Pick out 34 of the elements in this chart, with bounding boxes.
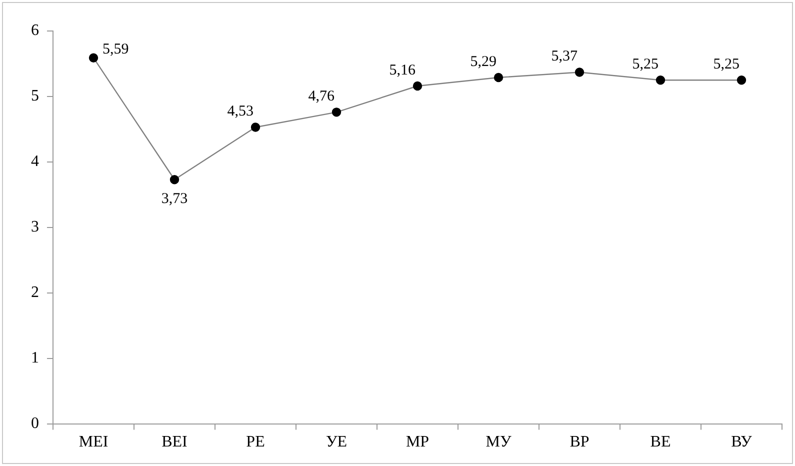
data-label: 5,37 <box>551 48 578 65</box>
x-tick-label: ВУ <box>731 434 753 451</box>
y-tick-label: 0 <box>31 415 39 432</box>
x-tick-label: УЕ <box>326 434 348 451</box>
point <box>574 68 584 77</box>
point <box>736 76 746 85</box>
data-label: 5,29 <box>470 54 496 70</box>
x-tick-label: ВЕІ <box>162 434 188 451</box>
point <box>412 81 422 91</box>
data-label: 5,25 <box>713 56 740 73</box>
point <box>88 53 98 62</box>
y-tick-label: 5 <box>31 88 39 105</box>
y-tick-label: 1 <box>31 350 39 367</box>
data-label: 3,73 <box>161 191 188 208</box>
x-tick-label: МУ <box>486 434 512 451</box>
y-tick-label: 6 <box>31 22 39 40</box>
point <box>494 72 504 82</box>
data-label: 5,25 <box>632 56 658 73</box>
x-tick-label: ВР <box>570 434 590 451</box>
x-tick-label: РЕ <box>246 434 265 451</box>
point <box>170 175 180 184</box>
data-label: 4,53 <box>227 104 254 120</box>
x-tick-label: МР <box>406 434 430 451</box>
data-label: 5,59 <box>102 41 129 58</box>
data-label: 4,76 <box>308 88 335 105</box>
data-label: 5,16 <box>389 62 416 78</box>
point <box>250 122 260 132</box>
y-tick-label: 4 <box>31 153 39 170</box>
y-tick-label: 3 <box>31 218 39 236</box>
x-tick-label: МЕІ <box>78 434 108 451</box>
y-tick-label: 2 <box>31 284 39 302</box>
x-tick-label: ВЕ <box>650 434 671 451</box>
point <box>332 108 342 117</box>
point <box>656 76 666 85</box>
